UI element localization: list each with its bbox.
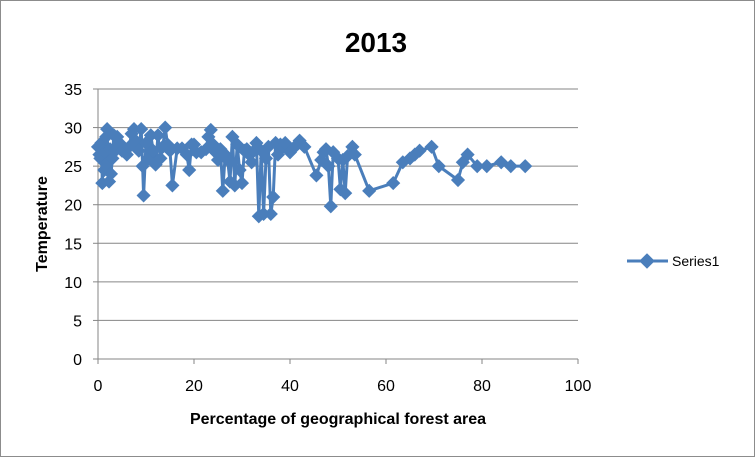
data-point	[297, 139, 312, 154]
data-point	[470, 159, 485, 174]
data-point	[266, 189, 281, 205]
y-axis-title: Temperature	[34, 176, 51, 272]
data-point	[424, 139, 439, 154]
y-tick-label: 0	[73, 352, 82, 369]
data-point	[143, 128, 158, 143]
x-tick-label: 40	[281, 378, 299, 395]
x-tick-label: 0	[94, 378, 103, 395]
data-point	[258, 151, 274, 166]
data-point	[479, 159, 494, 174]
y-tick-label: 15	[64, 236, 82, 253]
data-point	[263, 206, 278, 222]
chart-title: 2013	[345, 27, 407, 58]
data-point	[450, 172, 466, 188]
data-point	[323, 199, 338, 214]
data-point	[215, 183, 230, 198]
x-tick-label: 20	[185, 378, 203, 395]
data-point	[309, 168, 324, 183]
legend-series1-label: Series1	[672, 253, 720, 269]
legend: Series1	[627, 253, 720, 269]
y-tick-label: 20	[64, 198, 82, 215]
data-point	[232, 162, 247, 178]
data-point	[179, 147, 194, 162]
x-tick-label: 80	[473, 378, 491, 395]
data-point	[256, 206, 271, 222]
data-point	[386, 176, 401, 191]
data-point	[362, 183, 377, 198]
data-point	[165, 178, 180, 193]
data-point	[431, 159, 446, 174]
data-point	[338, 186, 353, 201]
data-point	[503, 159, 518, 174]
axes	[93, 88, 579, 364]
data-point	[220, 152, 235, 168]
data-point	[150, 128, 166, 143]
y-tick-label: 5	[73, 313, 82, 330]
y-tick-label: 10	[64, 275, 82, 292]
legend-marker	[639, 253, 655, 269]
data-point	[412, 143, 427, 158]
data-point	[321, 159, 336, 174]
y-tick-label: 35	[64, 82, 82, 99]
series-group	[90, 120, 533, 224]
x-axis-title: Percentage of geographical forest area	[190, 411, 486, 428]
x-tick-label: 100	[565, 378, 592, 395]
data-point	[234, 176, 250, 191]
data-point	[182, 162, 197, 178]
data-point	[518, 159, 533, 174]
gridlines	[98, 88, 578, 321]
data-point	[244, 155, 259, 170]
y-tick-label: 30	[64, 121, 82, 138]
y-tick-labels: 0 5 10 15 20 25 30 35	[64, 82, 82, 369]
data-point	[136, 188, 151, 203]
data-point	[347, 147, 362, 162]
data-point	[153, 151, 168, 166]
data-point	[460, 147, 475, 162]
y-tick-label: 25	[64, 159, 82, 176]
x-tick-label: 60	[377, 378, 395, 395]
data-point	[131, 143, 146, 158]
x-tick-labels: 0 20 40 60 80 100	[94, 378, 592, 395]
